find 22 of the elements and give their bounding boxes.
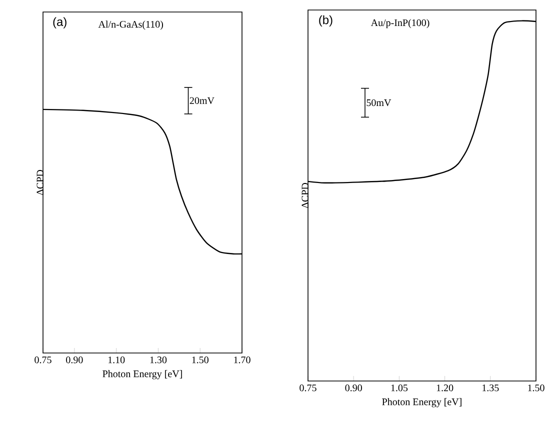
x-tick-label: 0.75: [300, 384, 316, 392]
x-tick-label: 1.35: [482, 384, 499, 392]
x-tick-label: 0.90: [66, 356, 83, 364]
x-tick-label: 0.90: [345, 384, 362, 392]
chart-title: (b): [319, 15, 332, 27]
x-tick-label: 1.10: [108, 356, 125, 364]
y-axis-title: ΔCPD: [36, 170, 44, 196]
x-tick-label: 1.50: [528, 384, 544, 392]
x-tick-label: 1.05: [391, 384, 408, 392]
x-tick-label: 1.20: [436, 384, 454, 392]
x-axis-title: Photon Energy [eV]: [382, 398, 462, 408]
text: 20mV: [190, 97, 214, 104]
x-tick-label: 1.50: [192, 356, 208, 364]
x-tick-label: 1.70: [234, 356, 250, 364]
x-tick-label: 0.75: [34, 356, 52, 364]
y-axis-title: ΔCPD: [302, 182, 308, 208]
x-axis-title: Photon Energy [eV]: [102, 370, 182, 380]
annotation: 50mV: [366, 99, 392, 106]
chart-subtitle: Au/p-InP(100): [370, 19, 430, 28]
chart-title: (a): [53, 17, 66, 28]
chart-subtitle: Al/n-GaAs(110): [98, 20, 163, 30]
x-tick-label: 1.30: [150, 356, 167, 364]
